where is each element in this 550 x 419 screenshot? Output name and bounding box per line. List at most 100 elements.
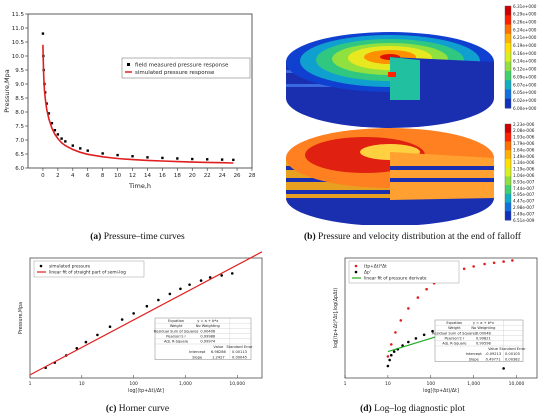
colorbar-segment	[505, 202, 511, 212]
y-tick-label: 11.5	[12, 12, 25, 18]
legend-box	[121, 57, 251, 79]
pressure-time-chart: 6.0 6.5 7.0 7.5 8.0 8.5 9.0 9.5 10.0 10.5 11.0 11.5…	[0, 0, 275, 195]
colorbar-label: 6.26e+000	[513, 19, 537, 24]
series-point-1	[386, 364, 390, 368]
y-tick-label: 7.5	[15, 124, 24, 130]
colorbar-label: 8.93e-007	[513, 179, 535, 184]
colorbar-label: 6.14e+000	[513, 59, 537, 64]
series-line-1	[29, 251, 263, 376]
fit-table-value: 0.00048	[476, 331, 492, 335]
caption-d: (d) Log–log diagnostic plot	[275, 404, 550, 414]
y-axis-label: Pressure,Mpa	[3, 69, 11, 113]
pressure-time-svg: 6.0 6.5 7.0 7.5 8.0 8.5 9.0 9.5 10.0 10.5 11.0 11.5…	[3, 12, 256, 190]
colorbar-label: 1.64e-006	[513, 147, 535, 152]
pressure-colorbar: 6.31e+000 6.29e+000 6.26e+000 6.24e+000 6.21…	[504, 4, 537, 111]
y-tick-label: 6.0	[15, 166, 24, 172]
legend-label-measured: field measured pressure response	[135, 63, 229, 69]
fit-table-cell: 0.00382	[505, 357, 520, 361]
x-tick-label: 0	[41, 173, 45, 179]
measured-point	[146, 156, 149, 159]
plot-frame	[344, 257, 538, 379]
legend-label: Δp'	[364, 270, 371, 276]
x-axis-label: Time,h	[128, 182, 151, 190]
fit-table-cell: 0.49771	[486, 357, 501, 361]
x-tick-label: 10	[114, 173, 121, 179]
colorbar-label: 6.21e+000	[513, 35, 537, 40]
colorbar-label: 6.19e+000	[513, 43, 537, 48]
fit-table-cell: Slope	[192, 355, 203, 359]
caption-a-text: Pressure–time curves	[103, 232, 185, 242]
series-point-1	[414, 337, 418, 340]
fit-table-cell: Slope	[469, 357, 480, 361]
series-point-0	[199, 279, 203, 282]
colorbar-segment	[505, 33, 511, 44]
legend-label: simulated pressure	[49, 264, 91, 270]
series-point-0	[145, 304, 149, 308]
series-point-0	[483, 262, 486, 266]
caption-b-tag: (b)	[304, 232, 316, 242]
y-tick-label: 7.0	[15, 138, 24, 144]
colorbar-segment	[505, 211, 511, 221]
fit-table-key: Pearson's r	[444, 337, 464, 341]
pressure-cutaway-inner	[390, 57, 420, 100]
x-tick-label: 8	[101, 173, 105, 179]
colorbar-segment	[505, 15, 511, 26]
measured-point	[47, 112, 51, 115]
colorbar-label: 1.19e-006	[513, 167, 535, 172]
x-tick-label: 16	[159, 173, 166, 179]
x-tick-label: 20	[189, 173, 196, 179]
colorbar-segment	[505, 98, 511, 109]
colorbar-segment	[505, 43, 511, 53]
legend-marker	[39, 264, 43, 268]
x-tick-label: 1	[29, 381, 32, 387]
x-tick-label: 22	[204, 173, 211, 179]
pressure-disk	[286, 32, 494, 128]
x-tick-label: 10,000	[229, 381, 245, 387]
caption-c-text: Horner curve	[118, 404, 170, 414]
reservoir-3d-figure: 6.31e+000 6.29e+000 6.26e+000 6.24e+000 6.21…	[280, 0, 550, 226]
caption-a-tag: (a)	[90, 232, 102, 242]
y-tick-label: 10.0	[12, 54, 25, 60]
x-tick-label: 1	[344, 381, 347, 387]
fit-table-value: No Weighting	[471, 326, 495, 330]
series-point-0	[120, 318, 124, 321]
legend-label: (tp+Δt)*Δt	[364, 264, 387, 270]
series-point-1	[389, 353, 393, 357]
y-axis-label: Pressure,Mpa	[18, 302, 24, 334]
colorbar-segment	[505, 158, 511, 169]
fit-table-key: Weight	[448, 326, 461, 330]
legend-marker	[354, 270, 358, 274]
series-point-1	[407, 340, 410, 344]
x-axis-label: log[(tp+Δt)/Δt]	[423, 388, 459, 394]
legend-label: linear fit of pressure derivate	[364, 276, 427, 282]
plot-frame	[27, 13, 253, 169]
fit-table-key: Equation	[446, 321, 462, 325]
measured-point	[53, 129, 57, 132]
caption-c-tag: (c)	[105, 404, 117, 414]
fit-table-key: Adj. R-Square	[442, 342, 467, 346]
measured-point	[79, 147, 82, 150]
colorbar-label: 6.09e+000	[513, 74, 537, 79]
colorbar-segment	[505, 176, 511, 186]
legend-marker-measured	[127, 63, 130, 66]
colorbar-label: 1.49e-007	[513, 211, 535, 216]
y-tick-label: 10.5	[12, 40, 25, 46]
colorbar-label: 6.07e+000	[513, 82, 537, 87]
x-axis-label: log[(tp+Δt)/Δt]	[128, 388, 164, 394]
measured-point	[176, 157, 179, 160]
measured-point	[71, 144, 74, 147]
fit-table-header: Standard Error	[226, 345, 253, 349]
colorbar-label: 6.29e+000	[513, 12, 537, 17]
legend-box	[348, 260, 460, 284]
series-point-0	[220, 274, 223, 277]
colorbar-segment	[505, 141, 511, 151]
series-point-0	[157, 298, 160, 302]
velocity-disk	[286, 128, 494, 226]
series-point-0	[75, 346, 79, 350]
fit-table-value: 0.99598	[476, 342, 492, 346]
series-point-0	[230, 272, 234, 275]
x-tick-label: 18	[174, 173, 181, 179]
fit-table-value: 0.99986	[200, 335, 216, 339]
velocity-cutaway-face	[390, 152, 494, 200]
